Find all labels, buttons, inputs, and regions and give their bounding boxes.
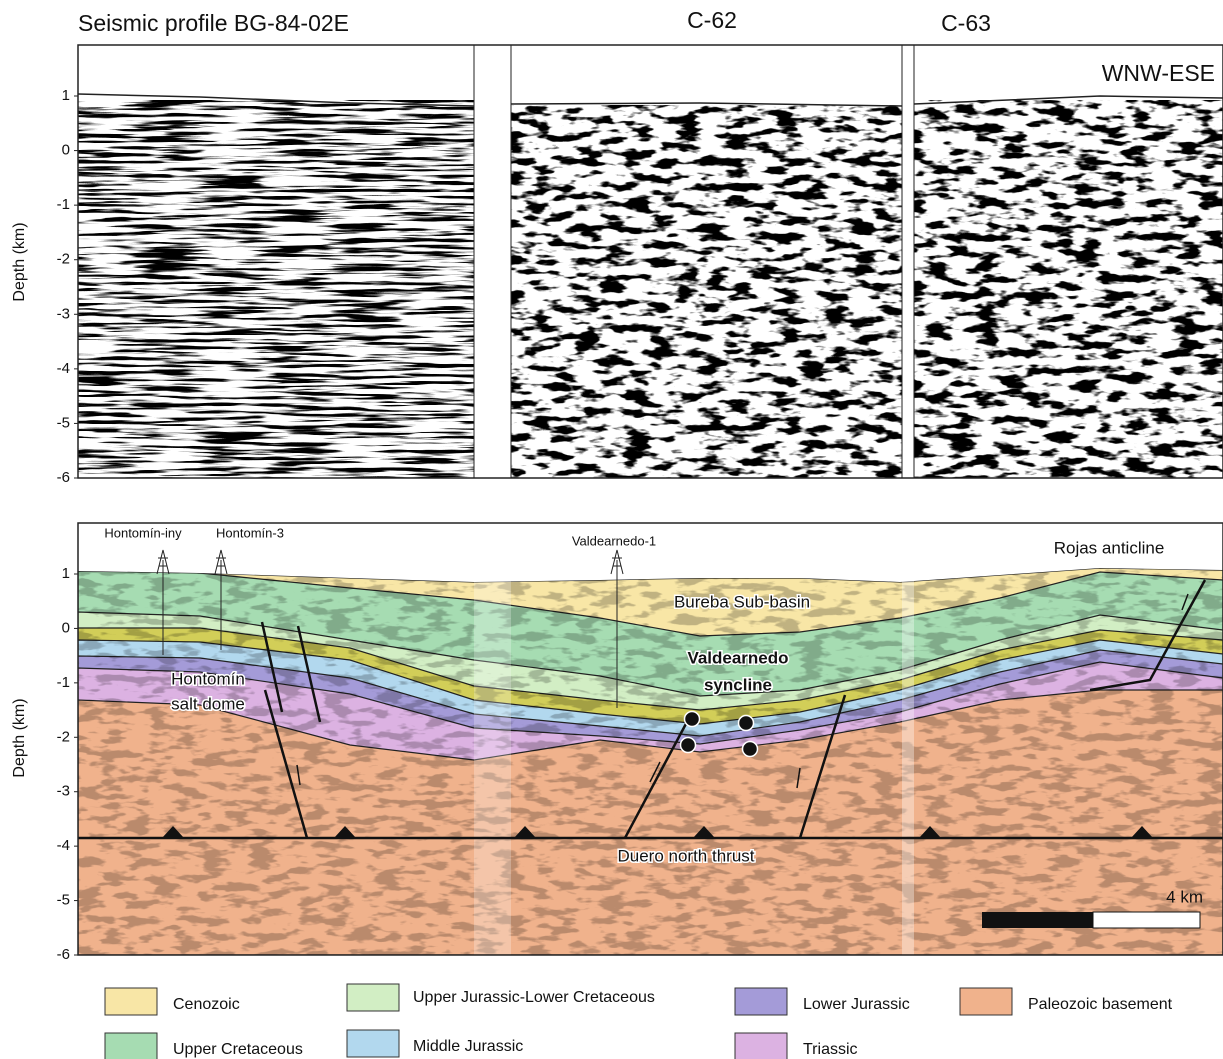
y-tick-label: -3 — [57, 783, 70, 800]
legend-swatch — [105, 1033, 157, 1059]
gap — [474, 45, 511, 478]
y-axis-title: Depth (km) — [11, 222, 28, 301]
scale-bar — [1093, 912, 1200, 928]
direction-label: WNW-ESE — [1102, 60, 1215, 86]
page: Seismic profile and geological cross-sec… — [0, 0, 1223, 1059]
gap — [902, 45, 914, 478]
site-marker — [743, 742, 758, 757]
structure-label: Valdearnedo — [687, 648, 788, 667]
y-tick-label: -5 — [57, 892, 70, 909]
legend-label: Upper Jurassic-Lower Cretaceous — [413, 989, 655, 1006]
y-tick-label: -3 — [57, 305, 70, 322]
legend-label: Cenozoic — [173, 996, 240, 1013]
legend-label: Middle Jurassic — [413, 1038, 523, 1055]
y-tick-label: -1 — [57, 196, 70, 213]
y-tick-label: -6 — [57, 469, 70, 486]
site-marker — [681, 738, 696, 753]
legend-label: Upper Cretaceous — [173, 1041, 303, 1058]
faded-strip — [902, 575, 914, 955]
legend-swatch — [347, 984, 399, 1011]
y-tick-label: -2 — [57, 728, 70, 745]
y-tick-label: 0 — [62, 619, 70, 636]
y-tick-label: 1 — [62, 87, 70, 104]
site-marker — [739, 716, 754, 731]
figure: Seismic profile BG-84-02E C-62 C-63 WNW-… — [0, 0, 1223, 1059]
structure-label: Rojas anticline — [1054, 538, 1165, 557]
texture — [78, 565, 1223, 955]
body: Seismic profile BG-84-02E C-62 C-63 WNW-… — [0, 0, 1223, 1059]
faded-strip — [474, 575, 511, 955]
well-label: Valdearnedo-1 — [572, 533, 656, 548]
legend-swatch — [105, 988, 157, 1015]
legend-swatch — [347, 1030, 399, 1057]
y-tick-label: -4 — [57, 360, 70, 377]
site-marker — [685, 712, 700, 727]
cross-section — [78, 523, 1223, 955]
well-label: Hontomín-3 — [216, 525, 284, 540]
legend-label: Paleozoic basement — [1028, 996, 1173, 1013]
legend-swatch — [960, 988, 1012, 1015]
seismic-data — [914, 100, 1223, 478]
y-tick-label: -1 — [57, 674, 70, 691]
y-axis-title: Depth (km) — [11, 698, 28, 777]
y-tick-label: -4 — [57, 837, 70, 854]
profile-title: C-62 — [687, 7, 737, 33]
well-label: Hontomín-iny — [104, 525, 182, 540]
profile-title: Seismic profile BG-84-02E — [78, 10, 349, 36]
scale-label: 4 km — [1166, 887, 1203, 906]
y-tick-label: -6 — [57, 946, 70, 963]
structure-label: salt dome — [171, 694, 245, 713]
seismic-section — [78, 45, 1223, 478]
legend-label: Lower Jurassic — [803, 996, 910, 1013]
y-tick-label: -2 — [57, 251, 70, 268]
y-tick-label: -5 — [57, 414, 70, 431]
seismic-data — [78, 100, 474, 478]
legend: Cenozoic Upper Cretaceous Upper Jurassic-L… — [105, 984, 1173, 1059]
legend-swatch — [735, 988, 787, 1015]
legend-swatch — [735, 1033, 787, 1059]
structure-label: Hontomín — [171, 669, 245, 688]
legend-label: Triassic — [803, 1041, 858, 1058]
seismic-data — [511, 105, 902, 478]
y-tick-label: 1 — [62, 565, 70, 582]
y-tick-label: 0 — [62, 142, 70, 159]
structure-label: Duero north thrust — [617, 846, 754, 865]
scale-bar — [982, 912, 1093, 928]
profile-title: C-63 — [941, 10, 991, 36]
structure-label: syncline — [704, 675, 772, 694]
unit-label: Bureba Sub-basin — [674, 592, 810, 611]
